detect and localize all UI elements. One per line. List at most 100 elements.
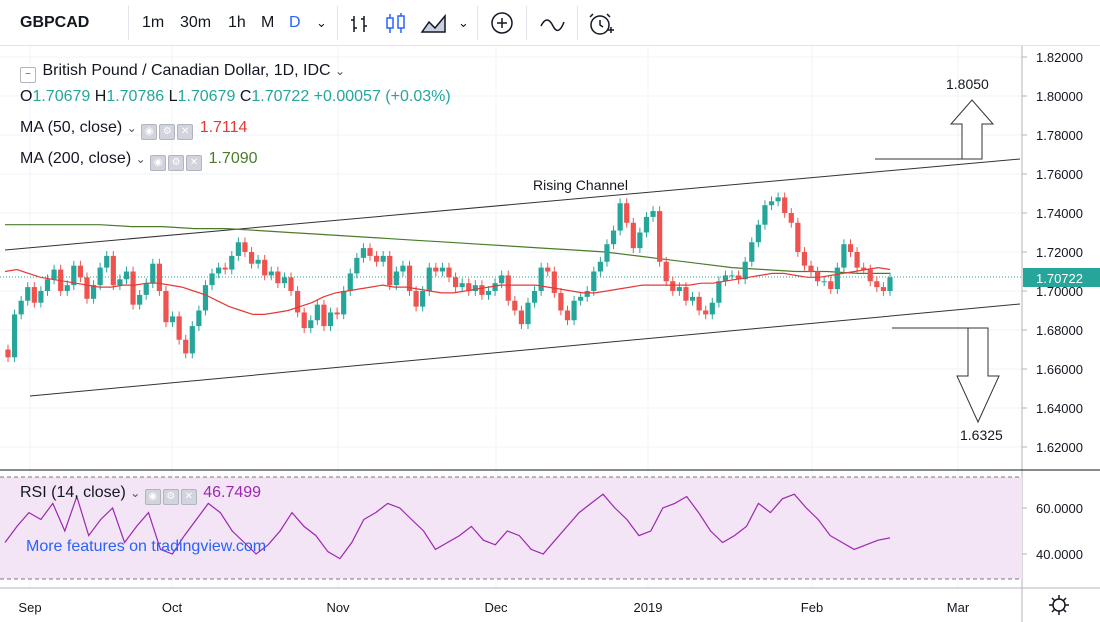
candle-body [64, 285, 70, 291]
candles-series [5, 192, 893, 363]
candle-body [551, 271, 557, 293]
price-tick-label: 1.80000 [1036, 89, 1083, 104]
candle-body [742, 261, 748, 280]
candle-body [189, 326, 195, 354]
visibility-icon[interactable]: ◉ [150, 155, 167, 171]
price-tick-label: 1.64000 [1036, 401, 1083, 416]
close-label: C [239, 88, 252, 105]
compare-icon[interactable] [540, 14, 566, 34]
rsi-axis: 60.0000 40.0000 [1022, 501, 1083, 562]
close-icon[interactable]: ✕ [186, 155, 203, 171]
candle-body [531, 291, 538, 303]
chevron-down-icon[interactable]: ⌄ [126, 121, 137, 135]
candle-body [696, 296, 702, 311]
ma200-legend[interactable]: MA (200, close) ⌄ ◉ ⚙ ✕ 1.7090 [20, 150, 258, 171]
candle-body [808, 265, 814, 272]
chevron-down-icon[interactable]: ⌄ [335, 64, 346, 78]
price-tick-label: 1.82000 [1036, 50, 1083, 65]
candle-body [617, 203, 623, 231]
candle-body [406, 265, 413, 291]
candle-body [150, 263, 156, 284]
chart-canvas[interactable]: Rising Channel 1.8050 1.6325 1.82000 1.80… [0, 46, 1100, 622]
close-value: 1.70722 [251, 88, 310, 105]
toolbar-divider [337, 6, 338, 40]
tradingview-watermark[interactable]: More features on tradingview.com [26, 538, 267, 555]
chart-title-row: − British Pound / Canadian Dollar, 1D, I… [20, 62, 345, 83]
candle-body [288, 277, 294, 291]
interval-day[interactable]: D [289, 14, 301, 31]
rising-channel [4, 158, 1021, 397]
candle-body [176, 316, 182, 340]
candle-body [650, 211, 656, 217]
candle-body [439, 267, 446, 272]
toolbar-divider [577, 6, 578, 40]
close-icon[interactable]: ✕ [177, 124, 194, 140]
candle-body [584, 291, 590, 297]
gear-icon[interactable]: ⚙ [162, 489, 179, 505]
interval-month[interactable]: M [261, 14, 275, 31]
ma50-legend[interactable]: MA (50, close) ⌄ ◉ ⚙ ✕ 1.7114 [20, 119, 247, 140]
candles-icon[interactable] [384, 12, 408, 36]
rsi-tick-label: 40.0000 [1036, 547, 1083, 562]
close-icon[interactable]: ✕ [180, 489, 197, 505]
symbol-name[interactable]: GBPCAD [20, 14, 90, 31]
rsi-path [4, 493, 891, 560]
channel-lower-line [29, 303, 1021, 397]
interval-30m[interactable]: 30m [180, 14, 212, 31]
open-label: O [20, 88, 33, 105]
candle-body [242, 242, 248, 252]
candle-body [472, 285, 478, 291]
gear-icon[interactable]: ⚙ [168, 155, 185, 171]
candle-body [222, 267, 228, 270]
candle-body [301, 312, 307, 329]
alert-icon[interactable] [588, 10, 616, 38]
price-tick-label: 1.70000 [1036, 284, 1083, 299]
candle-body [295, 291, 301, 313]
candle-body [604, 244, 610, 262]
candle-body [90, 285, 97, 299]
candle-body [571, 300, 577, 321]
candle-body [373, 255, 380, 262]
candle-body [420, 291, 426, 307]
candle-body [44, 279, 51, 291]
chevron-down-icon[interactable]: ⌄ [130, 486, 141, 500]
candle-body [499, 275, 505, 284]
rsi-line [4, 493, 891, 560]
visibility-icon[interactable]: ◉ [144, 489, 161, 505]
candle-body [387, 255, 393, 286]
candle-body [709, 302, 715, 315]
time-axis[interactable]: Sep Oct Nov Dec 2019 Feb Mar [18, 600, 969, 615]
area-icon[interactable] [420, 12, 450, 36]
chevron-down-icon[interactable]: ⌄ [316, 15, 327, 30]
gear-icon[interactable]: ⚙ [159, 124, 176, 140]
interval-1m[interactable]: 1m [142, 14, 165, 31]
rsi-label: RSI (14, close) [20, 484, 126, 501]
candle-body [130, 271, 136, 305]
candle-body [880, 287, 887, 291]
price-axis[interactable]: 1.82000 1.80000 1.78000 1.76000 1.74000 1.720… [1022, 50, 1083, 455]
candle-body [255, 259, 261, 264]
candle-body [380, 255, 386, 262]
add-indicator-icon[interactable] [490, 11, 516, 35]
collapse-icon[interactable]: − [20, 67, 36, 83]
rsi-legend[interactable]: RSI (14, close) ⌄ ◉ ⚙ ✕ 46.7499 [20, 484, 261, 505]
candle-body [538, 267, 544, 291]
bars-icon[interactable] [350, 14, 372, 34]
candle-body [525, 302, 531, 325]
candle-body [637, 232, 643, 249]
visibility-icon[interactable]: ◉ [141, 124, 158, 140]
candle-body [847, 244, 854, 252]
price-tick-label: 1.68000 [1036, 323, 1083, 338]
target-up-arrow: 1.8050 [875, 76, 995, 160]
chevron-down-icon[interactable]: ⌄ [135, 152, 146, 166]
candle-body [768, 201, 775, 206]
candle-body [867, 269, 873, 282]
interval-1h[interactable]: 1h [228, 14, 246, 31]
candle-body [841, 244, 847, 268]
candle-body [861, 267, 867, 270]
price-tick-label: 1.76000 [1036, 167, 1083, 182]
candle-body [782, 197, 788, 213]
candle-body [828, 281, 834, 290]
chevron-down-icon[interactable]: ⌄ [458, 15, 469, 30]
gear-icon[interactable] [1048, 594, 1070, 616]
